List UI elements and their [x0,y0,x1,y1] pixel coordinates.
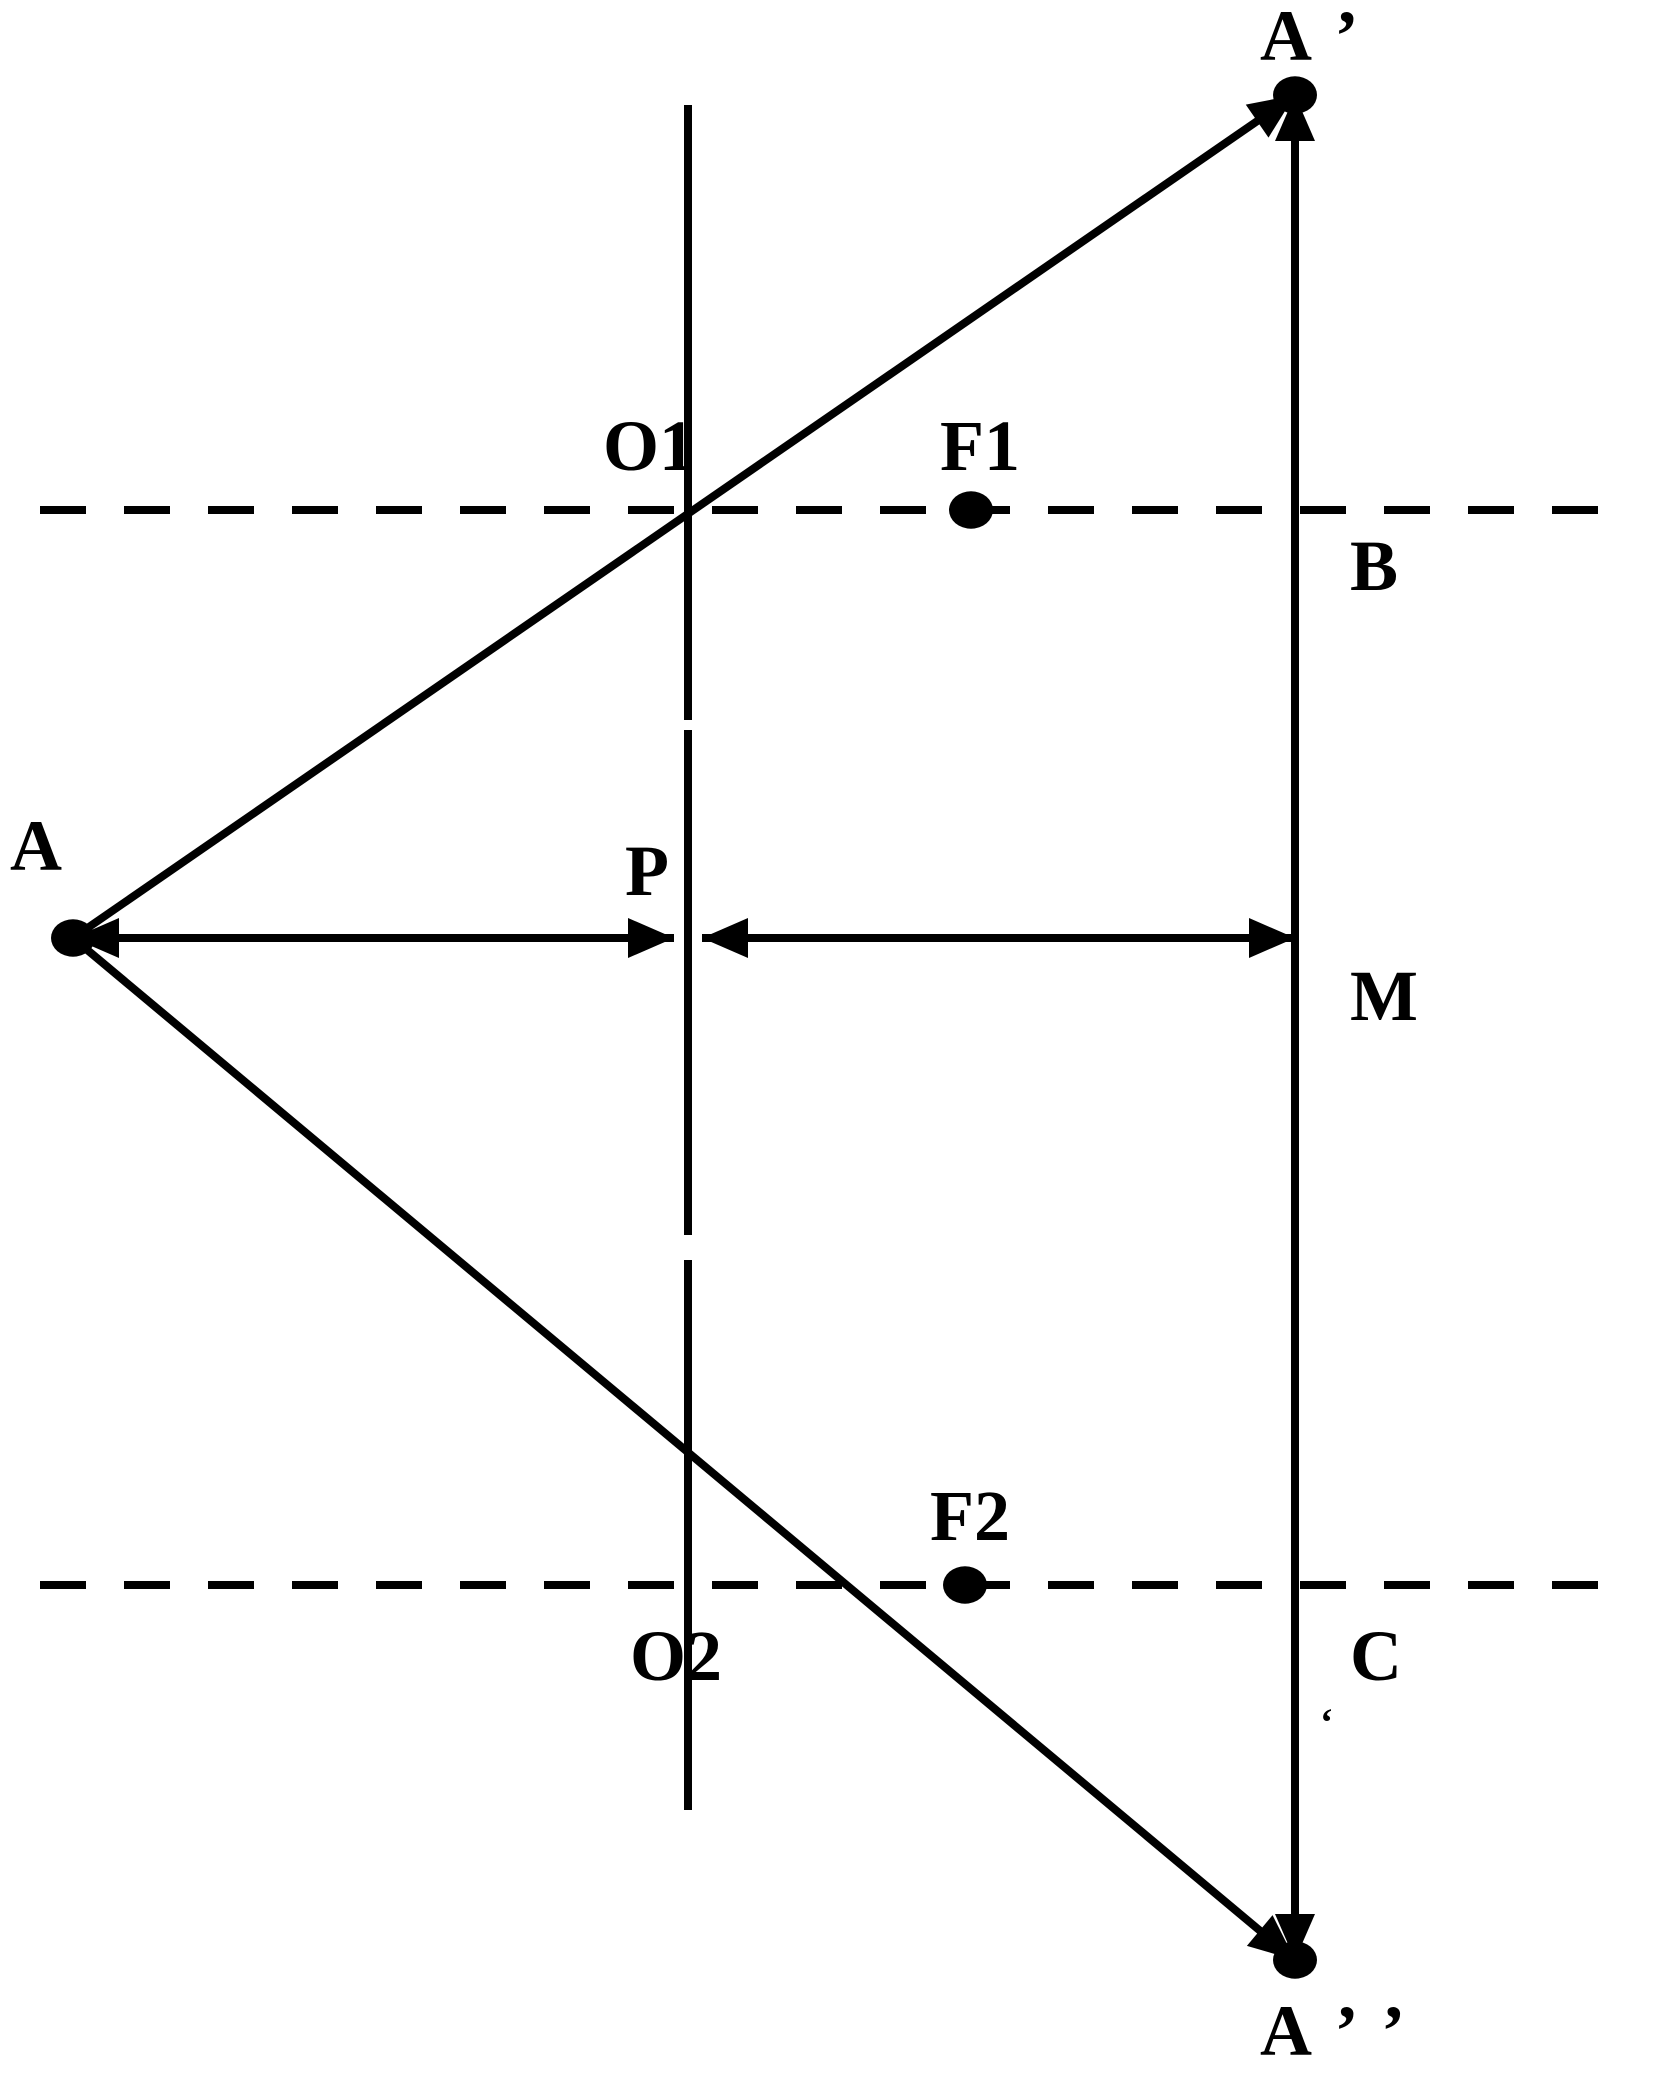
stray-tick-mark: ‘ [1320,1700,1333,1744]
label-f2: F2 [930,1476,1010,1556]
label-m: M [1350,956,1418,1036]
point-a-prime [1273,76,1317,113]
point-a-double-prime [1273,1941,1317,1978]
label-o1: O1 [603,406,695,486]
label-f1: F1 [940,406,1020,486]
point-f2 [943,1566,987,1603]
label-b: B [1350,526,1398,606]
label-o2: O2 [630,1616,722,1696]
label-a: A [10,806,62,886]
label-p: P [625,831,669,911]
point-f1 [949,491,993,528]
point-a [51,919,95,956]
label-c: C [1350,1616,1402,1696]
